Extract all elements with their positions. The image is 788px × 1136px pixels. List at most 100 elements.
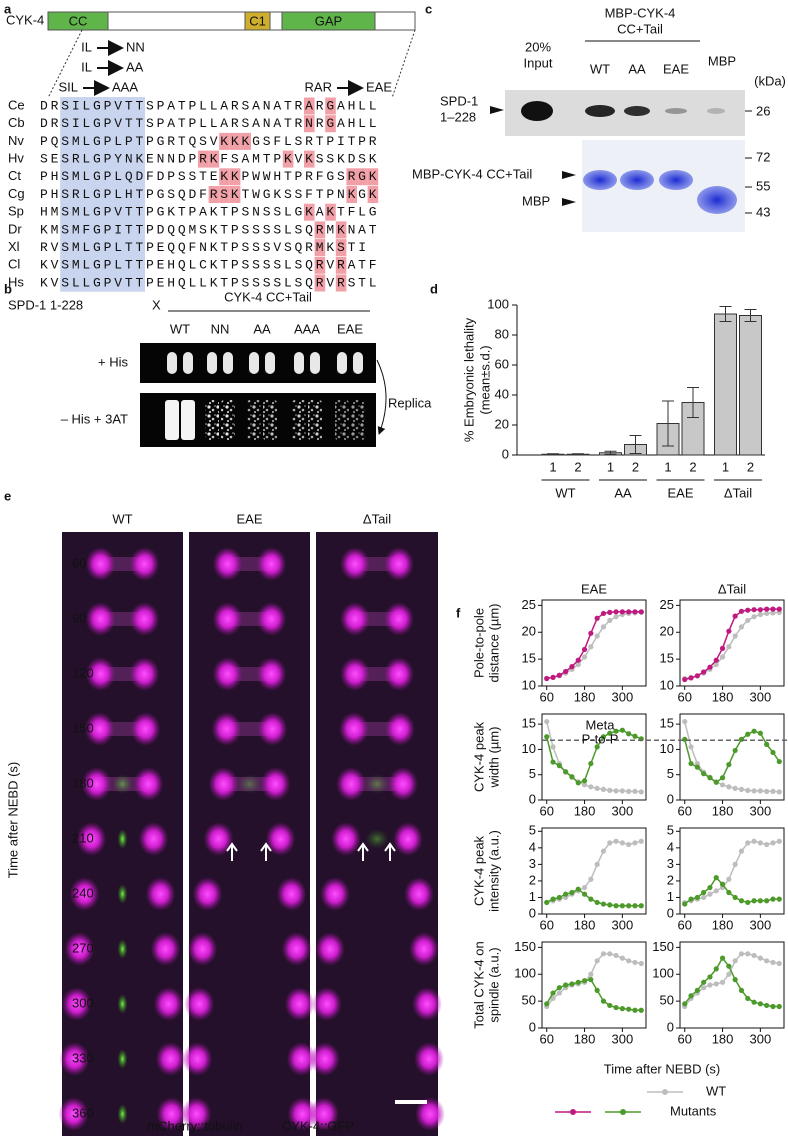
series-line bbox=[546, 840, 642, 904]
mutation-from: IL bbox=[81, 39, 92, 54]
data-point bbox=[732, 894, 738, 901]
y-tick-label: 0 bbox=[667, 905, 674, 920]
data-point bbox=[556, 990, 562, 996]
data-point bbox=[563, 668, 569, 675]
spindle-pole bbox=[130, 712, 161, 746]
data-point bbox=[751, 607, 757, 613]
data-point bbox=[619, 1006, 625, 1012]
data-point bbox=[713, 875, 719, 881]
bait-label: SPD-1 1-228 bbox=[8, 297, 83, 312]
data-point bbox=[719, 782, 726, 788]
spindle-pole bbox=[182, 1042, 213, 1076]
basic-residue bbox=[240, 132, 251, 150]
data-point bbox=[619, 727, 625, 733]
data-point bbox=[569, 889, 575, 896]
plot-frame bbox=[679, 599, 785, 687]
spindle-pole bbox=[415, 1097, 445, 1131]
unit-label: (kDa) bbox=[754, 73, 786, 88]
spindle-pole bbox=[409, 932, 439, 966]
error-bar bbox=[604, 450, 617, 455]
data-point bbox=[632, 788, 638, 795]
spindle-pole bbox=[153, 987, 184, 1021]
spindle-pole bbox=[150, 932, 181, 966]
spindle-pole bbox=[260, 767, 291, 801]
data-point bbox=[745, 731, 751, 737]
x-axis-title: Time after NEBD (s) bbox=[604, 1061, 721, 1076]
data-point bbox=[776, 960, 782, 967]
data-point bbox=[613, 609, 619, 615]
species: Cb bbox=[8, 115, 25, 130]
data-point bbox=[594, 861, 600, 867]
panel-label: d bbox=[430, 281, 438, 296]
lane-label: MBP bbox=[708, 53, 736, 68]
spindle-pole bbox=[309, 1097, 339, 1131]
species: Xl bbox=[8, 239, 20, 254]
y-axis-title: distance (µm) bbox=[486, 603, 501, 682]
data-point bbox=[776, 896, 782, 902]
colony bbox=[351, 400, 365, 440]
species: Hs bbox=[8, 274, 24, 289]
colony bbox=[223, 352, 233, 374]
data-point bbox=[600, 901, 607, 907]
data-point bbox=[732, 977, 738, 983]
x-tick-label: 60 bbox=[539, 803, 553, 818]
data-point bbox=[726, 761, 732, 768]
data-point bbox=[770, 788, 776, 795]
y-tick-label: 2 bbox=[529, 872, 536, 887]
data-point bbox=[701, 979, 707, 985]
time-label: 180 bbox=[72, 775, 94, 790]
basic-residue bbox=[314, 274, 326, 292]
data-point bbox=[757, 955, 763, 961]
error-bar bbox=[629, 435, 642, 454]
basic-residue bbox=[229, 168, 241, 186]
x-tick-label: 2 bbox=[689, 459, 696, 474]
spindle-pole bbox=[256, 602, 287, 636]
marker-label: 26 bbox=[756, 103, 770, 118]
colony bbox=[183, 352, 193, 374]
data-point bbox=[575, 661, 581, 668]
y-axis-title: (mean±s.d.) bbox=[477, 345, 492, 414]
gel-band-label: MBP-CYK-4 CC+Tail bbox=[412, 166, 532, 181]
data-point bbox=[600, 786, 607, 792]
data-point bbox=[588, 876, 594, 882]
y-tick-label: 0 bbox=[529, 791, 536, 806]
data-point bbox=[707, 664, 713, 670]
legend-label: Mutants bbox=[670, 1103, 717, 1118]
data-point bbox=[594, 987, 600, 993]
colony bbox=[337, 352, 347, 374]
spindle-pole bbox=[393, 822, 423, 856]
data-point bbox=[745, 995, 751, 1002]
spindle-pole bbox=[155, 1042, 186, 1076]
x-tick-label: 300 bbox=[612, 803, 634, 818]
strain-label: AA bbox=[253, 321, 271, 336]
data-point bbox=[726, 784, 732, 790]
spindle-pole bbox=[81, 767, 112, 801]
spindle-pole bbox=[156, 1097, 187, 1131]
data-point bbox=[619, 840, 625, 846]
spindle-pole bbox=[59, 1042, 90, 1076]
y-axis-title: CYK-4 peak bbox=[471, 835, 486, 906]
x-tick-label: 180 bbox=[574, 689, 596, 704]
gel-pointer bbox=[562, 198, 576, 206]
plate-condition: + His bbox=[98, 354, 128, 369]
mutation-from: RAR bbox=[305, 79, 332, 94]
data-point bbox=[707, 775, 713, 781]
data-point bbox=[738, 624, 745, 630]
spindle-pole bbox=[133, 767, 164, 801]
data-point bbox=[594, 899, 600, 906]
basic-residue bbox=[219, 132, 230, 150]
data-point bbox=[726, 876, 732, 882]
species: Ce bbox=[8, 97, 25, 112]
column-header: WT bbox=[112, 511, 132, 526]
y-tick-label: 10 bbox=[522, 677, 536, 692]
data-point bbox=[588, 630, 594, 636]
data-point bbox=[588, 644, 594, 650]
error-bar bbox=[662, 400, 674, 447]
data-point bbox=[688, 675, 694, 681]
spindle-pole bbox=[84, 712, 115, 746]
data-point bbox=[707, 982, 713, 988]
spindle-pole bbox=[414, 1042, 444, 1076]
data-point bbox=[613, 838, 619, 844]
data-point bbox=[550, 744, 556, 750]
gfp-signal bbox=[365, 774, 389, 794]
